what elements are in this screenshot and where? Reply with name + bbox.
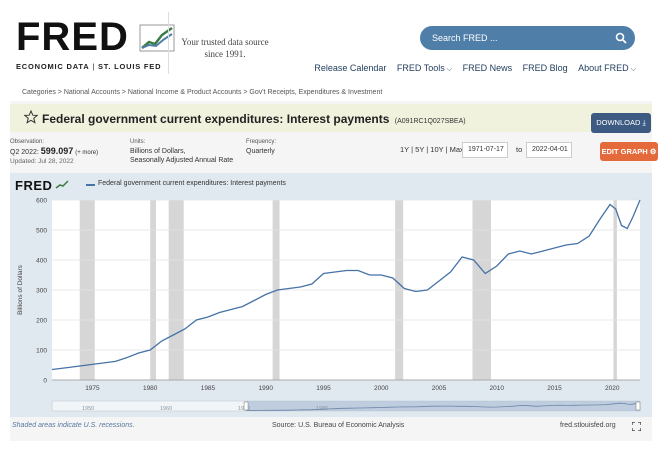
observation-value: Q2 2022: 599.097 (+ more) [10,146,99,157]
fullscreen-icon[interactable] [632,422,641,431]
frequency-label: Frequency: [246,139,277,145]
more-link[interactable]: (+ more) [75,150,99,156]
nav-fred-news[interactable]: FRED News [462,63,513,73]
legend-swatch [86,184,95,186]
x-tick-label: 1985 [201,385,216,392]
navigator-handle-right[interactable] [635,401,641,411]
observation-label: Observation: [10,139,45,145]
y-tick-label: 100 [36,348,47,355]
navigator-label: 1960 [160,406,172,412]
y-tick-label: 0 [43,378,47,385]
chevron-down-icon: ⌵ [446,66,453,73]
units-line2: Seasonally Adjusted Annual Rate [130,157,234,164]
chevron-down-icon: ⌵ [630,66,636,73]
date-to-input[interactable]: 2022-04-01 [526,142,572,158]
nav-release-calendar[interactable]: Release Calendar [314,63,387,73]
updated-date: Updated: Jul 28, 2022 [10,158,74,165]
date-range-buttons[interactable]: 1Y | 5Y | 10Y | Max [400,145,464,154]
tagline: Your trusted data source since 1991. [181,37,269,59]
logo-subtitle: ECONOMIC DATA | ST. LOUIS FED [16,62,162,71]
source-text: Source: U.S. Bureau of Economic Analysis [272,422,405,429]
y-tick-label: 300 [36,288,47,295]
series-code: (A091RC1Q027SBEA) [394,118,466,125]
search-icon[interactable] [615,32,627,44]
y-axis-label: Billions of Dollars [17,264,24,315]
y-tick-label: 600 [36,198,47,205]
chart-logo-icon [55,180,69,189]
x-tick-label: 1990 [258,385,273,392]
search-bar[interactable]: Search FRED ... [420,26,635,50]
fred-logo[interactable]: FRED ECONOMIC DATA | ST. LOUIS FED [16,15,175,71]
logo-wordmark: FRED [16,15,129,59]
x-tick-label: 2000 [374,385,389,392]
source-url[interactable]: fred.stlouisfed.org [560,422,616,429]
date-from-input[interactable]: 1971-07-17 [462,142,508,158]
chart-legend: Federal government current expenditures:… [98,180,286,187]
header-divider [168,12,169,74]
x-tick-label: 2015 [547,385,562,392]
navigator-label: 1980 [316,406,328,412]
y-tick-label: 200 [36,318,47,325]
nav-fred-blog[interactable]: FRED Blog [522,63,568,73]
chart-container: FRED Federal government current expendit… [10,173,652,417]
search-input[interactable]: Search FRED ... [432,33,498,43]
series-title-bar: Federal government current expenditures:… [10,104,652,133]
navigator-handle-left[interactable] [243,401,249,411]
units-label: Units: [130,139,146,145]
x-tick-label: 2020 [605,385,620,392]
chart-fred-logo: FRED [15,178,53,193]
navigator-line [245,402,641,411]
y-tick-label: 400 [36,258,47,265]
breadcrumb[interactable]: Categories > National Accounts > Nationa… [22,89,383,96]
units-line1: Billions of Dollars, [130,148,186,155]
nav-fred-tools[interactable]: FRED Tools ⌵ [396,63,453,73]
site-header: FRED ECONOMIC DATA | ST. LOUIS FED Your … [0,0,660,84]
chart-logo-icon [139,24,175,52]
series-line [51,199,641,371]
y-tick-label: 500 [36,228,47,235]
x-tick-label: 1995 [316,385,331,392]
page-title: Federal government current expenditures:… [42,112,466,126]
x-tick-label: 1980 [143,385,158,392]
download-button[interactable]: DOWNLOAD ⤓ [591,113,651,133]
date-to-label: to [516,145,523,154]
x-tick-label: 2005 [432,385,447,392]
main-nav: Release Calendar FRED Tools ⌵ FRED News F… [306,63,636,74]
x-tick-label: 2010 [490,385,505,392]
frequency-value: Quarterly [246,148,275,155]
navigator-label: 1950 [82,406,94,412]
star-icon[interactable] [24,110,38,124]
x-tick-label: 1975 [85,385,100,392]
line-chart[interactable]: 0 100 200 300 400 500 600 1975 1980 1985 1990 1995 2… [10,173,652,417]
recession-note: Shaded areas indicate U.S. recessions. [12,422,135,429]
nav-about-fred[interactable]: About FRED ⌵ [578,63,636,73]
edit-graph-button[interactable]: EDIT GRAPH ⚙ [600,142,658,161]
